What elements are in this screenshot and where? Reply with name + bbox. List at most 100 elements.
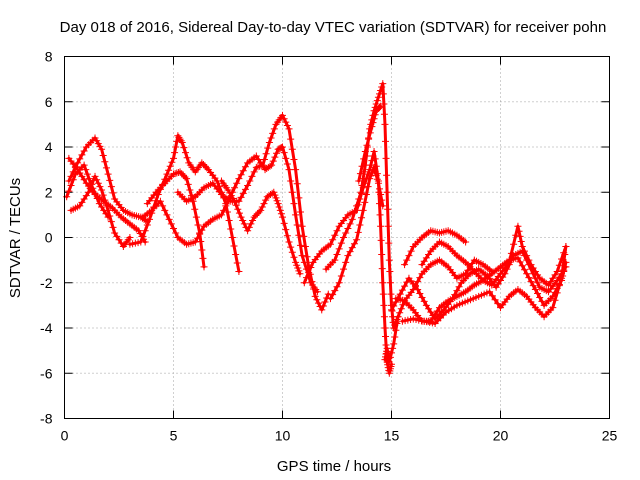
data-point-marker: [260, 200, 268, 208]
data-point-marker: [323, 294, 331, 302]
data-point-marker: [181, 173, 189, 181]
data-point-marker: [265, 138, 273, 146]
data-point-marker: [393, 319, 401, 327]
data-point-marker: [344, 252, 352, 260]
data-point-marker: [307, 263, 315, 271]
data-point-marker: [199, 161, 207, 169]
data-point-marker: [398, 286, 406, 294]
data-point-marker: [295, 231, 303, 239]
data-point-marker: [378, 250, 386, 258]
data-point-marker: [383, 171, 391, 179]
data-point-marker: [271, 153, 279, 161]
data-point-marker: [553, 289, 561, 297]
data-point-marker: [82, 166, 90, 174]
data-point-marker: [98, 145, 106, 153]
data-point-marker: [293, 180, 301, 188]
data-point-marker: [388, 306, 395, 314]
data-point-marker: [287, 243, 295, 251]
data-point-marker: [165, 215, 173, 223]
data-point-marker: [293, 221, 301, 229]
data-point-marker: [98, 186, 106, 194]
data-point-marker: [558, 274, 566, 282]
y-tick-label: -4: [40, 320, 53, 336]
data-point-marker: [378, 196, 386, 204]
data-point-marker: [231, 197, 239, 205]
data-point-marker: [359, 206, 367, 214]
data-point-marker: [384, 348, 392, 356]
series-trace-6: [143, 168, 208, 271]
data-point-marker: [277, 144, 285, 152]
data-point-marker: [159, 202, 167, 210]
data-point-marker: [171, 170, 179, 178]
data-point-marker: [374, 93, 382, 101]
y-tick-label: -2: [40, 275, 53, 291]
data-point-marker: [287, 135, 295, 143]
data-point-marker: [235, 209, 243, 217]
data-point-marker: [525, 256, 533, 264]
data-point-marker: [275, 203, 283, 211]
y-axis-title: SDTVAR / TECUs: [7, 178, 24, 298]
data-point-marker: [326, 240, 334, 248]
data-point-marker: [512, 231, 520, 239]
y-tick-label: 8: [45, 49, 53, 65]
data-point-marker: [514, 254, 522, 262]
data-point-marker: [80, 147, 88, 155]
data-point-marker: [308, 278, 316, 286]
data-point-marker: [178, 170, 186, 178]
data-point-marker: [377, 102, 385, 110]
data-point-marker: [403, 278, 411, 286]
data-point-marker: [296, 241, 304, 249]
data-point-marker: [107, 183, 115, 191]
data-point-marker: [192, 213, 200, 221]
data-point-marker: [455, 283, 463, 291]
data-point-marker: [201, 162, 209, 170]
data-point-marker: [141, 227, 149, 235]
data-point-marker: [416, 289, 424, 297]
data-point-marker: [354, 228, 362, 236]
data-point-marker: [193, 234, 201, 242]
data-point-marker: [555, 261, 563, 269]
data-point-marker: [414, 278, 422, 286]
data-point-marker: [203, 164, 211, 172]
data-point-marker: [93, 194, 101, 202]
data-point-marker: [371, 111, 379, 119]
data-point-marker: [198, 226, 206, 234]
data-point-marker: [106, 176, 114, 184]
data-point-marker: [241, 163, 249, 171]
data-point-marker: [107, 218, 115, 226]
data-point-marker: [296, 270, 304, 278]
data-point-marker: [525, 274, 533, 282]
data-point-marker: [69, 176, 77, 184]
data-point-marker: [313, 296, 321, 304]
data-point-marker: [170, 154, 177, 162]
data-point-marker: [259, 161, 267, 169]
data-point-marker: [239, 189, 247, 197]
data-point-marker: [517, 237, 525, 245]
data-point-marker: [390, 340, 398, 348]
data-point-marker: [282, 154, 290, 162]
data-point-marker: [361, 148, 369, 156]
data-point-marker: [562, 243, 570, 251]
y-tick-label: 0: [45, 230, 53, 246]
data-point-marker: [551, 296, 559, 304]
data-point-marker: [373, 97, 381, 105]
data-point-marker: [184, 180, 192, 188]
data-point-marker: [380, 313, 388, 321]
data-point-marker: [290, 155, 298, 163]
data-point-marker: [250, 213, 258, 221]
data-point-marker: [168, 158, 176, 166]
data-point-marker: [177, 137, 185, 145]
data-point-marker: [191, 238, 199, 246]
data-point-marker: [329, 236, 337, 244]
data-point-marker: [85, 175, 93, 183]
data-point-marker: [280, 149, 288, 157]
data-point-marker: [233, 179, 241, 187]
data-point-marker: [300, 232, 308, 240]
data-point-marker: [382, 341, 390, 349]
data-point-marker: [67, 181, 75, 189]
data-point-marker: [376, 211, 384, 219]
data-point-marker: [370, 115, 378, 123]
data-point-marker: [314, 299, 322, 307]
data-point-marker: [516, 258, 524, 266]
